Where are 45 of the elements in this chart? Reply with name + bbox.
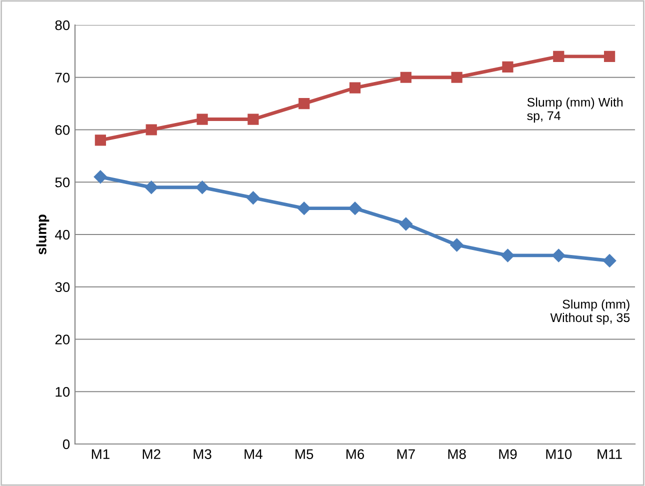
y-tick-label: 50	[55, 177, 70, 188]
point	[501, 248, 514, 262]
x-tick-label: M6	[346, 449, 364, 460]
y-tick-label: 80	[55, 20, 70, 30]
x-tick-label: M11	[598, 449, 622, 459]
point	[553, 50, 564, 62]
point	[94, 170, 108, 184]
point	[94, 134, 106, 146]
y-tick-label: 30	[55, 282, 70, 292]
point	[196, 180, 209, 194]
point	[348, 202, 362, 215]
x-tick-label: M5	[296, 449, 314, 460]
x-tick-label: M8	[448, 449, 466, 460]
x-tick-label: M3	[194, 449, 212, 460]
x-tick-label: M1	[92, 449, 110, 459]
y-tick-label: 20	[55, 334, 70, 344]
point	[604, 50, 616, 62]
point	[399, 217, 412, 231]
x-tick-label: M10	[546, 449, 572, 460]
point	[196, 114, 208, 125]
y-axis-title: slump	[36, 214, 50, 254]
point	[450, 238, 464, 252]
point	[144, 180, 158, 194]
point	[298, 202, 311, 215]
point	[146, 124, 157, 136]
point	[298, 98, 310, 110]
y-tick-label: 10	[56, 386, 70, 397]
point	[246, 191, 260, 204]
point	[349, 82, 361, 94]
x-tick-label: M2	[142, 449, 160, 459]
x-tick-label: M7	[397, 449, 415, 459]
annotation: Slump (mm) With sp, 74	[527, 98, 623, 123]
point	[451, 72, 462, 83]
point	[400, 72, 412, 83]
y-tick-label: 40	[55, 230, 70, 240]
point	[552, 248, 566, 262]
x-tick-label: M9	[499, 449, 517, 460]
y-tick-label: 70	[55, 72, 70, 83]
point	[248, 114, 259, 125]
point	[502, 61, 514, 72]
x-tick-label: M4	[244, 449, 262, 459]
annotation: Slump (mm) Without sp, 35	[550, 299, 630, 325]
y-tick-label: 60	[55, 125, 70, 135]
y-tick-label: 0	[62, 439, 70, 450]
point	[602, 254, 616, 268]
